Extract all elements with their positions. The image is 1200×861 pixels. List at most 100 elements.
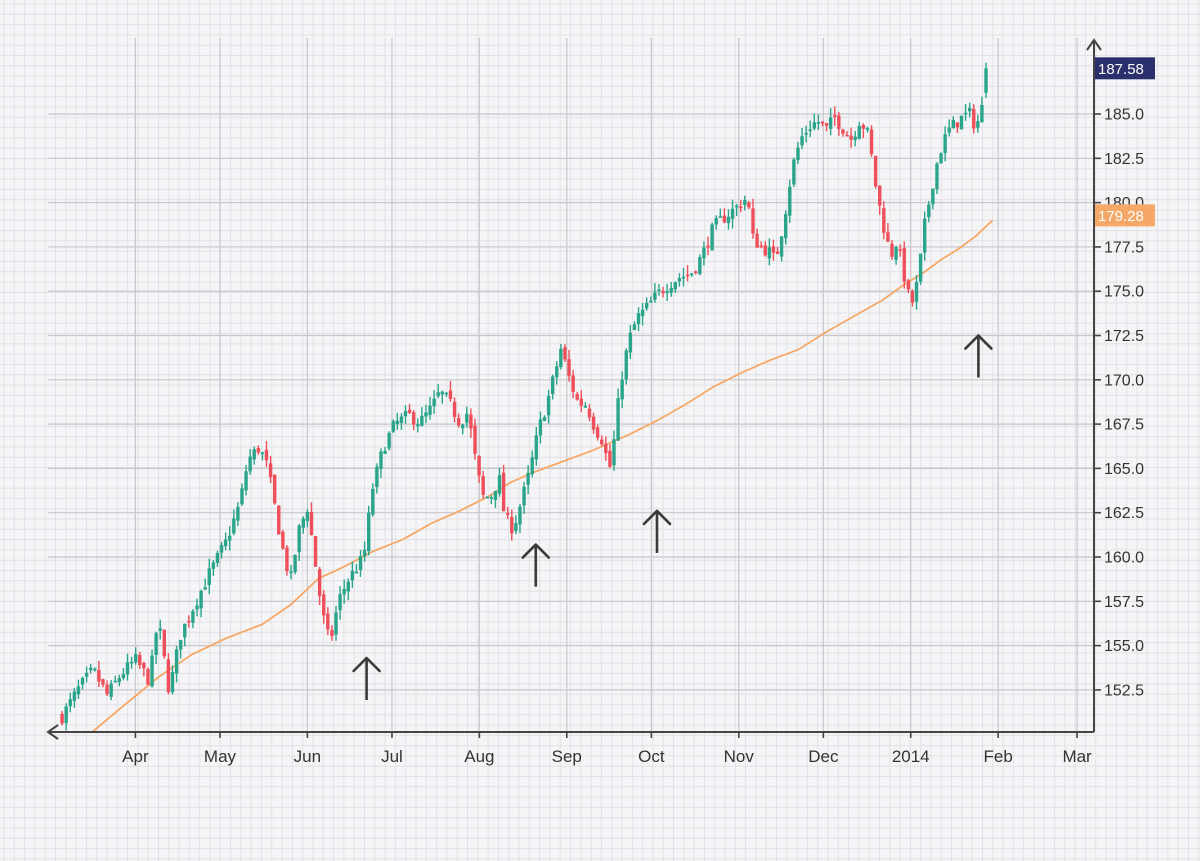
candle-up	[792, 159, 796, 185]
candle-down	[591, 416, 596, 430]
grid-major	[48, 38, 1094, 732]
candle-up	[342, 588, 346, 595]
x-tick-label: Dec	[808, 747, 839, 766]
candle-up	[649, 300, 653, 303]
candle-down	[759, 245, 763, 248]
candle-up	[967, 107, 972, 112]
x-tick-label: Mar	[1062, 747, 1092, 766]
candle-up	[232, 518, 236, 534]
candle-down	[902, 248, 906, 282]
candle-up	[191, 611, 195, 623]
candle-up	[730, 208, 735, 219]
candle-up	[800, 136, 804, 146]
candle-up	[301, 518, 305, 528]
up-arrow-icon	[352, 656, 381, 701]
candle-up	[546, 395, 551, 416]
last-price-tag-bg	[1095, 57, 1155, 80]
candle-up	[559, 348, 563, 368]
candle-down	[510, 516, 514, 534]
candle-up	[538, 419, 543, 436]
candle-down	[268, 463, 273, 478]
candle-down	[873, 155, 878, 187]
candle-up	[812, 122, 817, 129]
candle-up	[305, 511, 310, 522]
x-tick-label: Oct	[638, 747, 665, 766]
candle-up	[726, 216, 731, 223]
candle-up	[796, 147, 800, 161]
candle-up	[170, 672, 175, 693]
candle-up	[497, 475, 502, 494]
candle-up	[665, 291, 669, 294]
candle-up	[391, 421, 395, 432]
candle-down	[706, 245, 710, 248]
candle-up	[240, 488, 244, 505]
candle-down	[477, 455, 481, 476]
candle-up	[461, 424, 465, 429]
candle-down	[837, 115, 841, 130]
candle-down	[187, 620, 191, 623]
candle-up	[432, 398, 436, 407]
candles-layer	[60, 62, 988, 731]
candle-up	[914, 281, 919, 302]
x-tick-label: Apr	[122, 747, 149, 766]
candle-up	[158, 628, 162, 631]
y-tick-label: 152.5	[1104, 682, 1144, 699]
axes	[46, 38, 1102, 740]
candle-up	[395, 420, 400, 425]
candle-up	[485, 496, 489, 499]
y-tick-label: 155.0	[1104, 638, 1144, 655]
candle-up	[346, 581, 350, 592]
candle-up	[828, 117, 833, 129]
candle-up	[710, 224, 714, 251]
candle-up	[440, 391, 444, 395]
candle-down	[452, 401, 457, 417]
candle-down	[845, 134, 849, 137]
candle-down	[833, 115, 837, 118]
candle-down	[587, 408, 592, 418]
candle-down	[322, 594, 326, 616]
y-tick-label: 160.0	[1104, 550, 1144, 567]
candle-up	[403, 411, 408, 417]
candle-down	[97, 670, 101, 682]
candle-down	[60, 713, 64, 724]
candle-up	[334, 612, 338, 635]
up-arrow-head	[964, 334, 993, 350]
candle-up	[935, 163, 939, 190]
candle-up	[931, 188, 935, 205]
candle-down	[146, 669, 150, 685]
candle-up	[244, 471, 248, 491]
candle-down	[309, 512, 314, 535]
candle-up	[354, 571, 359, 574]
candle-down	[264, 449, 269, 461]
candle-up	[947, 127, 951, 133]
up-arrow-icon	[964, 334, 993, 378]
candle-down	[747, 202, 751, 208]
x-tick-label: Jun	[294, 747, 321, 766]
candle-up	[375, 466, 379, 488]
candle-up	[767, 247, 772, 259]
x-tick-label: Aug	[464, 747, 494, 766]
last-price-tag: 187.58	[1095, 57, 1155, 80]
candle-up	[424, 412, 428, 417]
candle-down	[501, 472, 506, 512]
y-tick-label: 177.5	[1104, 239, 1144, 256]
candle-down	[694, 271, 698, 273]
candle-down	[575, 394, 579, 400]
candle-down	[571, 375, 575, 392]
candle-down	[722, 215, 727, 223]
candle-up	[84, 672, 89, 677]
candle-up	[653, 292, 657, 300]
candle-up	[248, 456, 252, 472]
candle-down	[824, 123, 829, 126]
candle-down	[661, 291, 665, 294]
y-tick-label: 162.5	[1104, 505, 1144, 522]
candle-up	[550, 376, 555, 394]
candle-up	[984, 68, 988, 93]
candle-down	[739, 206, 743, 209]
candle-up	[865, 128, 870, 130]
candle-down	[272, 474, 277, 504]
candle-up	[260, 452, 265, 454]
candle-up	[927, 204, 931, 218]
